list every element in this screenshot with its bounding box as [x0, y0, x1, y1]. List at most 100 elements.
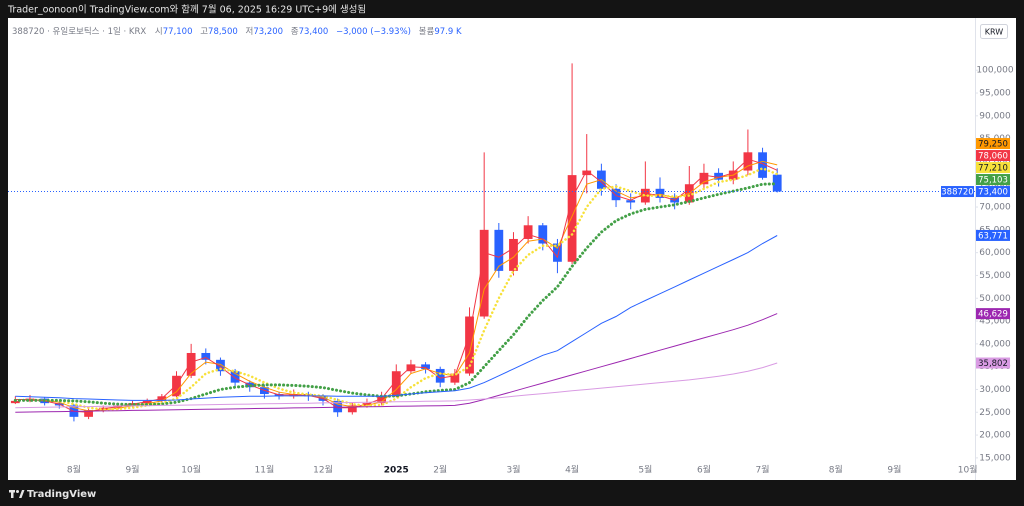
x-tick-label: 11월	[255, 464, 275, 476]
candle-body	[626, 200, 636, 203]
candle-body	[421, 364, 430, 369]
candle-body	[230, 371, 240, 383]
axis-value-box	[976, 186, 1010, 198]
change: −3,000 (−3.93%)	[336, 27, 411, 37]
axis-value-label: 75,103	[978, 176, 1008, 186]
volume-key: 볼륨	[418, 27, 435, 37]
y-tick-label: 40,000	[979, 339, 1011, 349]
legend-info: 388720 · 유일로보틱스 · 1일 · KRX 시77,100 고78,5…	[12, 25, 467, 37]
moving-average-line	[15, 313, 778, 413]
axis-value-label: 77,210	[978, 164, 1008, 174]
x-tick-label: 9월	[126, 464, 140, 476]
candle-body	[494, 229, 504, 271]
candle-body	[758, 152, 767, 178]
axis-value-box	[976, 138, 1010, 150]
y-tick-label: 30,000	[979, 385, 1011, 395]
candle-body	[582, 170, 592, 176]
candle-body	[435, 368, 445, 383]
axis-value-box	[976, 357, 1010, 369]
candle-body	[538, 225, 548, 244]
y-tick-label: 70,000	[979, 203, 1011, 213]
x-tick-label: 3월	[506, 464, 520, 476]
y-tick-label: 80,000	[979, 157, 1011, 167]
axis-value-label: 63,771	[978, 231, 1008, 241]
axis-value-label: 78,060	[978, 152, 1008, 162]
candle-body	[567, 175, 577, 262]
candle-body	[714, 172, 723, 180]
y-tick-label: 15,000	[979, 453, 1011, 463]
candle-body	[699, 172, 709, 185]
symbol-box	[941, 186, 974, 198]
candle-body	[479, 229, 489, 317]
moving-average-line	[15, 235, 778, 401]
axis-value-label: 79,250	[978, 140, 1008, 150]
candle-body	[201, 352, 211, 360]
y-tick-label: 55,000	[979, 271, 1011, 281]
axis-value-label: 73,400	[978, 188, 1008, 198]
currency-box[interactable]	[980, 24, 1008, 39]
x-tick-label: 8월	[67, 464, 81, 476]
candle-body	[10, 400, 20, 404]
x-tick-label: 9월	[887, 464, 901, 476]
x-tick-label: 10월	[181, 464, 201, 476]
ohlc-key: 시	[154, 27, 163, 37]
candle-body	[172, 375, 181, 397]
x-tick-label: 6월	[697, 464, 711, 476]
y-tick-label: 50,000	[979, 294, 1011, 304]
candle-body	[509, 238, 518, 271]
candle-body	[523, 225, 533, 239]
x-tick-label: 4월	[565, 464, 579, 476]
x-tick-label: 7월	[756, 464, 770, 476]
brand-logo	[9, 490, 25, 498]
moving-average-line	[15, 158, 778, 413]
plot	[10, 63, 782, 422]
y-tick-label: 20,000	[979, 431, 1011, 441]
volume: 97.9 K	[434, 27, 462, 37]
candle-body	[465, 316, 474, 374]
candle-body	[216, 359, 225, 372]
ohlc-value: 78,500	[208, 27, 238, 37]
y-tick-label: 100,000	[976, 66, 1013, 76]
ohlc-value: 73,200	[253, 27, 284, 37]
candle-body	[333, 400, 343, 413]
y-tick-label: 25,000	[979, 408, 1011, 418]
axis-value-label: 35,802	[978, 359, 1008, 369]
candle-body	[377, 396, 387, 404]
ohlc-key: 저	[245, 27, 254, 37]
ohlc-key: 종	[290, 27, 299, 37]
currency: KRW	[985, 28, 1003, 37]
x-tick-label: 2월	[433, 464, 447, 476]
candle-body	[655, 188, 665, 198]
ohlc-key: 고	[200, 27, 209, 37]
axis-value-box	[976, 229, 1010, 241]
brand: TradingView	[27, 489, 96, 500]
x-tick-label: 10월	[958, 464, 978, 476]
x-tick-label: 12월	[313, 464, 333, 476]
moving-average-line	[15, 362, 778, 409]
candle-body	[186, 352, 196, 376]
candle-body	[406, 364, 416, 372]
caption: Trader_oonoon이 TradingView.com와 함께 7월 06…	[7, 4, 366, 16]
axis-value-box	[976, 308, 1010, 320]
x-tick-label: 8월	[829, 464, 843, 476]
candle-body	[84, 409, 93, 417]
candle-body	[772, 174, 782, 192]
candle-body	[450, 373, 460, 383]
x-tick-label: 2025	[384, 466, 409, 476]
axis-value-box	[976, 150, 1010, 162]
y-tick-label: 60,000	[979, 248, 1011, 258]
y-tick-label: 45,000	[979, 317, 1011, 327]
ohlc-value: 73,400	[298, 27, 329, 37]
axis-value-box	[976, 174, 1010, 186]
y-tick-label: 95,000	[979, 89, 1011, 99]
axis-value-label: 46,629	[978, 310, 1008, 320]
symbol-info: 388720 · 유일로보틱스 · 1일 · KRX	[12, 27, 147, 37]
x-tick-label: 5월	[638, 464, 652, 476]
symbol-label: 388720	[941, 188, 973, 198]
axis-value-box	[976, 162, 1010, 174]
candle-body	[391, 371, 401, 397]
candle-body	[611, 188, 621, 201]
y-tick-label: 90,000	[979, 111, 1011, 121]
